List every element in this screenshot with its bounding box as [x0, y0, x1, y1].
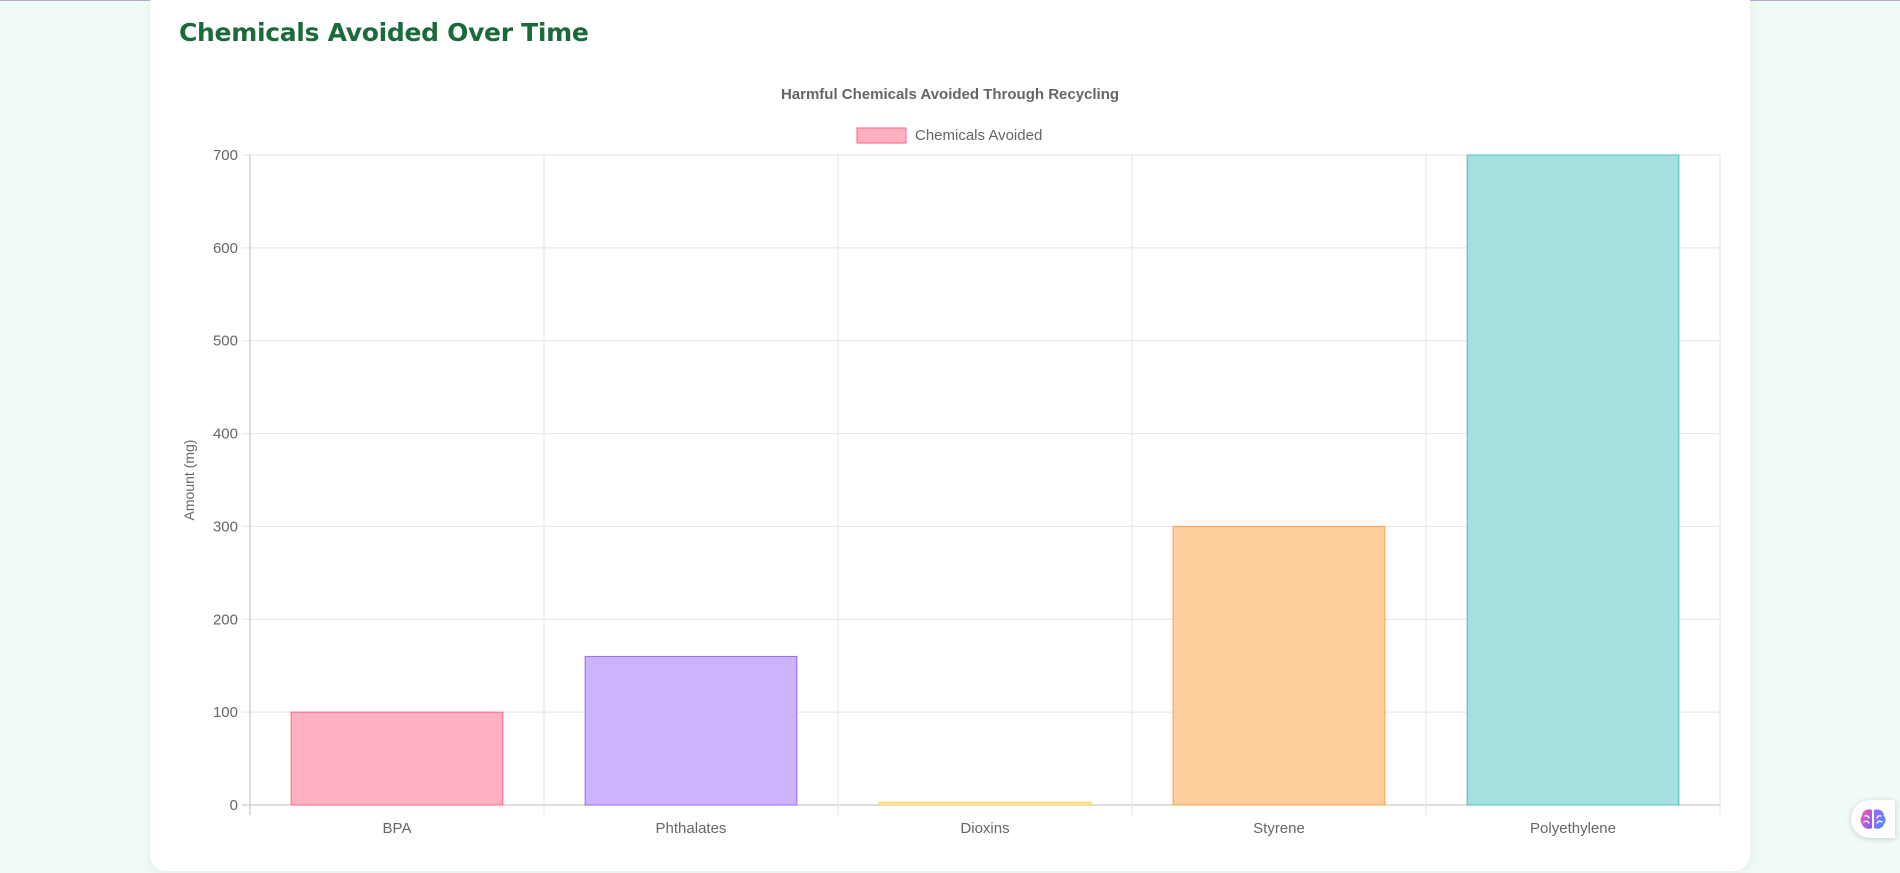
- x-tick-label: Dioxins: [960, 820, 1009, 837]
- bar-polyethylene[interactable]: [1466, 154, 1680, 806]
- bar-styrene[interactable]: [1172, 525, 1386, 806]
- bar-bpa[interactable]: [290, 711, 504, 806]
- bar-dioxins[interactable]: [878, 801, 1092, 806]
- y-tick-label: 200: [213, 611, 238, 628]
- brain-icon: [1860, 809, 1886, 829]
- chart-bars: [290, 154, 1680, 806]
- assistant-button[interactable]: [1851, 800, 1895, 838]
- y-axis-label: Amount (mg): [181, 440, 197, 521]
- x-tick-label: Styrene: [1253, 820, 1305, 837]
- y-tick-label: 300: [213, 518, 238, 535]
- y-tick-label: 700: [213, 147, 238, 164]
- chart-title: Harmful Chemicals Avoided Through Recycl…: [781, 86, 1119, 103]
- x-axis-ticks: BPA Phthalates Dioxins Styrene Polyethylene: [383, 820, 1616, 837]
- legend-label: Chemicals Avoided: [915, 127, 1042, 144]
- y-tick-label: 500: [213, 333, 238, 350]
- bar-phthalates[interactable]: [584, 655, 798, 806]
- y-tick-label: 100: [213, 704, 238, 721]
- y-tick-label: 0: [230, 797, 238, 814]
- y-tick-label: 600: [213, 240, 238, 257]
- bar-chart: Harmful Chemicals Avoided Through Recycl…: [181, 86, 1721, 837]
- x-tick-label: BPA: [383, 820, 412, 837]
- y-axis-ticks: 0 100 200 300 400 500 600 700: [213, 147, 238, 814]
- y-tick-label: 400: [213, 426, 238, 443]
- legend-swatch: [856, 127, 907, 144]
- chart-legend[interactable]: Chemicals Avoided: [856, 127, 1042, 144]
- chart-card: Chemicals Avoided Over Time Harmful Chem…: [150, 0, 1750, 871]
- x-tick-label: Phthalates: [656, 820, 727, 837]
- x-tick-label: Polyethylene: [1530, 820, 1616, 837]
- page-title: Chemicals Avoided Over Time: [179, 18, 589, 47]
